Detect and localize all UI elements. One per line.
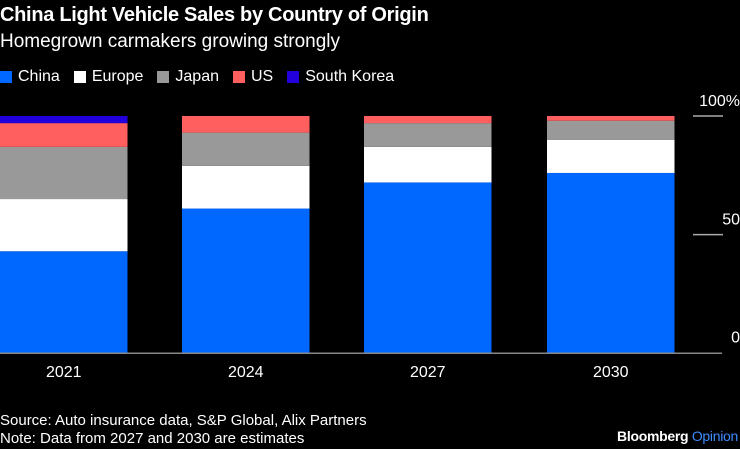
bar-segment-2021-japan — [0, 146, 128, 200]
footnotes: Source: Auto insurance data, S&P Global,… — [0, 412, 367, 448]
legend-swatch — [73, 71, 86, 83]
legend-swatch — [287, 71, 300, 83]
bar-segment-2030-china — [547, 172, 675, 354]
legend-label: Europe — [91, 68, 144, 85]
brand-logo: Bloomberg Opinion — [617, 428, 738, 444]
chart-subtitle: Homegrown carmakers growing strongly — [0, 31, 341, 52]
legend-item-china: China — [0, 68, 60, 86]
bar-segment-2030-europe — [547, 139, 675, 173]
legend-item-japan: Japan — [157, 68, 219, 86]
legend-item-south-korea: South Korea — [287, 68, 394, 86]
bar-segment-2027-china — [364, 182, 492, 354]
legend-label: South Korea — [305, 68, 395, 85]
bar-segment-2030-us — [547, 116, 675, 121]
y-tick-label: 0 — [731, 329, 740, 346]
legend-swatch — [157, 71, 170, 83]
x-tick-label: 2021 — [46, 364, 82, 381]
bar-segment-2024-us — [182, 116, 310, 133]
legend-label: Japan — [175, 68, 219, 85]
bar-segment-2024-japan — [182, 132, 310, 166]
bar-segment-2030-japan — [547, 120, 675, 140]
note-text: Note: Data from 2027 and 2030 are estima… — [0, 430, 305, 447]
bar-segment-2021-europe — [0, 199, 128, 252]
legend-swatch — [233, 71, 245, 83]
legend-label: China — [18, 68, 60, 85]
y-tick-label: 100% — [699, 93, 740, 110]
bar-segment-2024-europe — [182, 165, 310, 209]
legend-item-us: US — [233, 68, 273, 86]
chart-title: China Light Vehicle Sales by Country of … — [0, 4, 429, 26]
brand-main: Bloomberg — [617, 428, 689, 444]
x-tick-label: 2024 — [228, 364, 264, 381]
y-tick-label: 50 — [722, 212, 740, 229]
source-text: Source: Auto insurance data, S&P Global,… — [0, 412, 367, 429]
bar-segment-2021-south-korea — [0, 116, 128, 124]
bar-segment-2021-us — [0, 123, 128, 147]
legend: China Europe Japan US South Korea — [0, 68, 394, 86]
bar-segment-2027-europe — [364, 146, 492, 183]
bar-segment-2024-china — [182, 208, 310, 354]
bar-segment-2027-us — [364, 116, 492, 124]
legend-label: US — [251, 68, 274, 85]
x-tick-label: 2027 — [410, 364, 446, 381]
bar-segment-2021-china — [0, 251, 128, 354]
legend-item-europe: Europe — [73, 68, 144, 86]
brand-sub: Opinion — [691, 428, 738, 444]
legend-swatch — [0, 71, 12, 83]
bar-segment-2027-japan — [364, 123, 492, 147]
x-tick-label: 2030 — [593, 364, 629, 381]
